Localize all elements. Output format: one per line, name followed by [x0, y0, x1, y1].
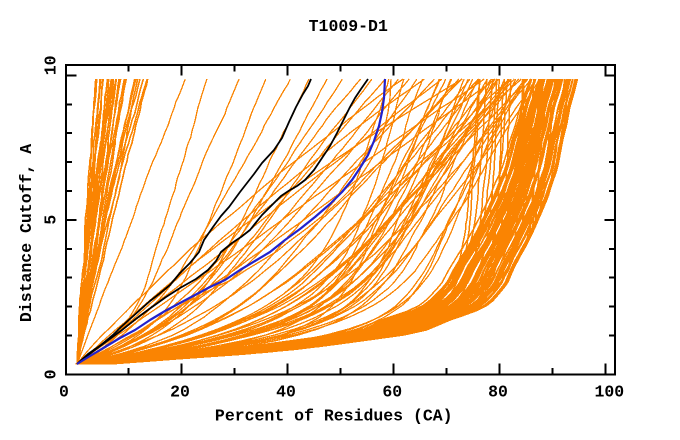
- svg-text:80: 80: [488, 383, 508, 402]
- svg-text:100: 100: [594, 383, 624, 402]
- svg-text:60: 60: [382, 383, 402, 402]
- svg-text:40: 40: [276, 383, 296, 402]
- svg-text:5: 5: [41, 215, 60, 225]
- svg-text:Distance Cutoff, A: Distance Cutoff, A: [17, 144, 36, 322]
- svg-text:20: 20: [170, 383, 190, 402]
- svg-text:0: 0: [41, 369, 60, 379]
- svg-text:Percent of Residues (CA): Percent of Residues (CA): [215, 407, 453, 426]
- svg-text:10: 10: [41, 55, 60, 75]
- svg-text:0: 0: [59, 383, 69, 402]
- svg-text:T1009-D1: T1009-D1: [309, 17, 388, 36]
